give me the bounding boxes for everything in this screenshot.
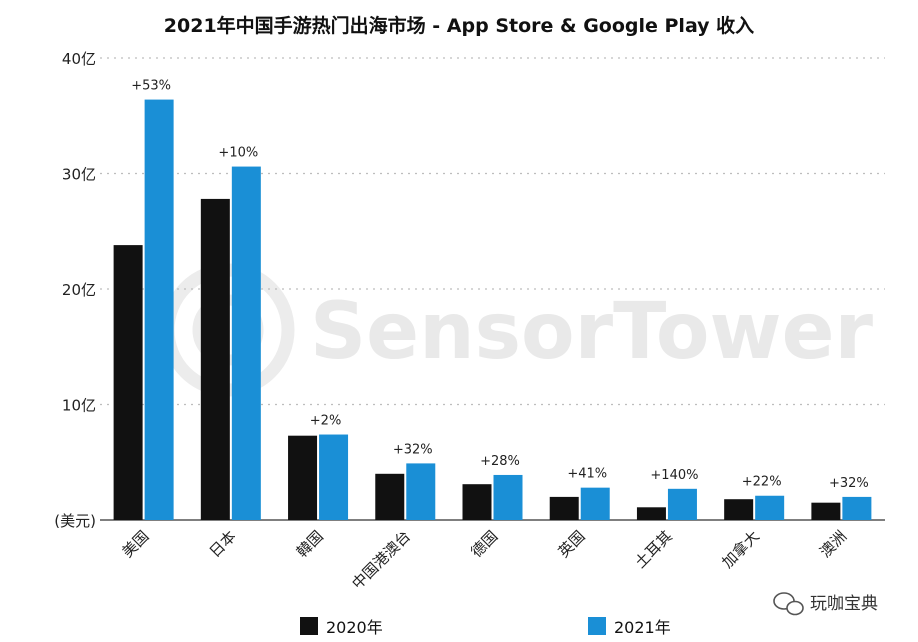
- wechat-icon: [773, 592, 804, 616]
- legend-label-2021: 2021年: [614, 618, 671, 637]
- bar-2021: [319, 434, 349, 520]
- bar-2020: [549, 496, 579, 520]
- bar-2021: [406, 463, 436, 520]
- bars: [113, 99, 872, 521]
- growth-label: +22%: [742, 475, 782, 490]
- legend-label-2020: 2020年: [326, 618, 383, 637]
- x-axis: 美国 日本 韓国 中国港澳台 德国 英国 土耳其 加拿大 澳洲: [118, 527, 850, 593]
- bar-2021: [580, 487, 610, 520]
- bar-2020: [288, 435, 318, 520]
- bar-2021: [667, 488, 697, 520]
- watermark: SensorTower: [161, 263, 873, 397]
- bar-2021: [231, 166, 261, 520]
- category-label: 英国: [555, 527, 589, 561]
- category-label: 澳洲: [816, 527, 850, 561]
- legend-swatch-2021: [588, 617, 606, 635]
- category-label: 日本: [206, 527, 240, 561]
- growth-label: +10%: [218, 146, 258, 161]
- y-unit-label: (美元): [54, 512, 96, 530]
- y-tick-label: 40亿: [62, 50, 96, 68]
- legend: 2020年 2021年: [300, 617, 671, 637]
- watermark-text: SensorTower: [310, 287, 873, 377]
- bar-2020: [636, 507, 666, 520]
- grid: [100, 57, 885, 406]
- growth-label: +28%: [480, 454, 520, 469]
- growth-label: +41%: [567, 467, 607, 482]
- y-tick-label: 10亿: [62, 397, 96, 415]
- chart-title: 2021年中国手游热门出海市场 - App Store & Google Pla…: [164, 14, 754, 37]
- category-label: 德国: [467, 527, 501, 561]
- growth-label: +32%: [393, 442, 433, 457]
- brand-text: 玩咖宝典: [810, 594, 878, 614]
- y-tick-label: 30亿: [62, 166, 96, 184]
- growth-label: +2%: [310, 414, 342, 429]
- y-axis: 10亿 20亿 30亿 40亿: [62, 50, 96, 415]
- growth-label: +53%: [131, 79, 171, 94]
- bar-2020: [200, 198, 230, 520]
- category-label: 韓国: [293, 527, 327, 561]
- legend-swatch-2020: [300, 617, 318, 635]
- bar-2020: [113, 245, 143, 521]
- bar-2021: [144, 99, 174, 520]
- category-label: 中国港澳台: [348, 527, 414, 593]
- bar-2020: [462, 484, 492, 520]
- y-tick-label: 20亿: [62, 281, 96, 299]
- bar-2020: [811, 502, 841, 520]
- bar-2021: [493, 474, 523, 520]
- bar-2021: [755, 495, 785, 520]
- annotations: +53% +10% +2% +32% +28% +41% +140% +22% +32%: [131, 79, 869, 491]
- growth-label: +32%: [829, 476, 869, 491]
- category-label: 土耳其: [631, 527, 676, 572]
- bar-2021: [842, 496, 872, 520]
- bar-2020: [375, 473, 405, 520]
- brand-badge: 玩咖宝典: [773, 592, 878, 616]
- category-label: 加拿大: [718, 527, 763, 572]
- growth-label: +140%: [650, 468, 698, 483]
- bar-2020: [724, 499, 754, 520]
- category-label: 美国: [118, 527, 152, 561]
